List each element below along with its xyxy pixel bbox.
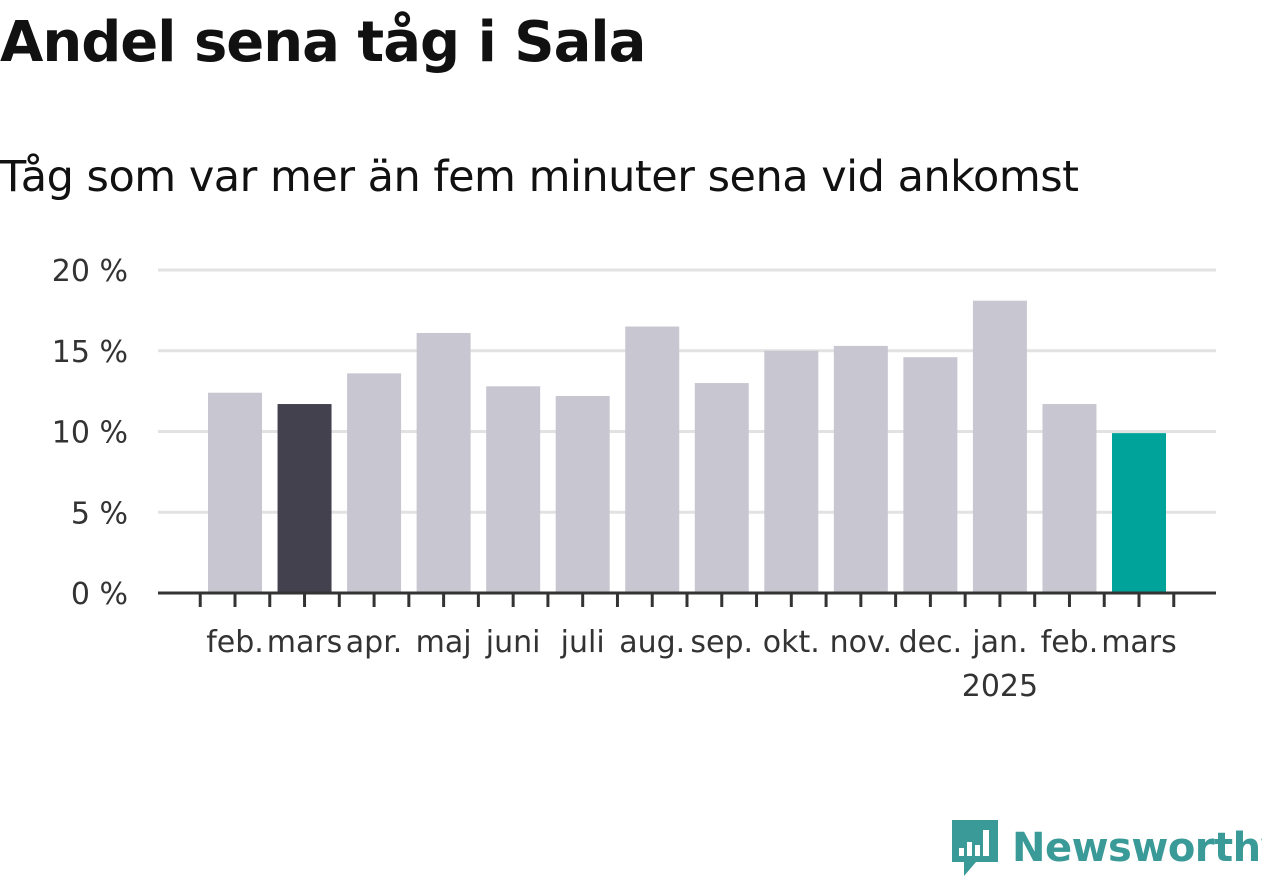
x-axis [158,591,1216,607]
bar [486,386,541,593]
y-tick-label: 20 % [52,254,128,289]
x-tick-label: dec. [899,625,963,660]
bar [416,332,471,593]
x-year-label: 2025 [962,669,1038,704]
x-tick-label: sep. [690,625,753,660]
x-tick-label: feb. [206,625,264,660]
y-tick-label: 15 % [52,335,128,370]
y-tick-label: 10 % [52,416,128,451]
bar [1112,433,1166,593]
x-tick-label: mars [267,625,343,660]
newsworthy-logo: Newsworthy [950,818,1262,878]
bar [277,404,332,593]
grid-lines [158,268,1216,514]
x-tick-label: nov. [830,625,892,660]
y-tick-label: 5 % [71,496,128,531]
x-tick-label: juni [485,625,541,660]
bar [555,395,610,593]
bar [972,300,1027,593]
x-tick-label: feb. [1041,625,1099,660]
chart-title: Andel sena tåg i Sala [0,10,646,75]
x-tick-label: mars [1101,625,1177,660]
bar [903,357,958,593]
brand-name: Newsworthy [1012,825,1262,871]
x-tick-label: okt. [763,625,820,660]
x-tick-label: maj [416,625,472,660]
newsworthy-logo-icon [952,820,998,876]
bar [833,345,888,593]
x-tick-label: apr. [346,625,403,660]
bar [208,392,262,593]
bar [1042,404,1097,593]
tick-labels: 0 %5 %10 %15 %20 %feb. mars apr. maj juni jul… [52,254,1177,704]
bar [694,383,749,593]
bar [625,326,680,593]
x-tick-label: juli [560,625,605,660]
bar [347,373,402,593]
bar [764,350,819,593]
x-tick-label: aug. [619,625,685,660]
x-tick-label: jan. [971,625,1027,660]
bars [208,300,1166,593]
y-tick-label: 0 % [71,577,128,612]
chart-subtitle: Tåg som var mer än fem minuter sena vid … [0,152,1079,202]
